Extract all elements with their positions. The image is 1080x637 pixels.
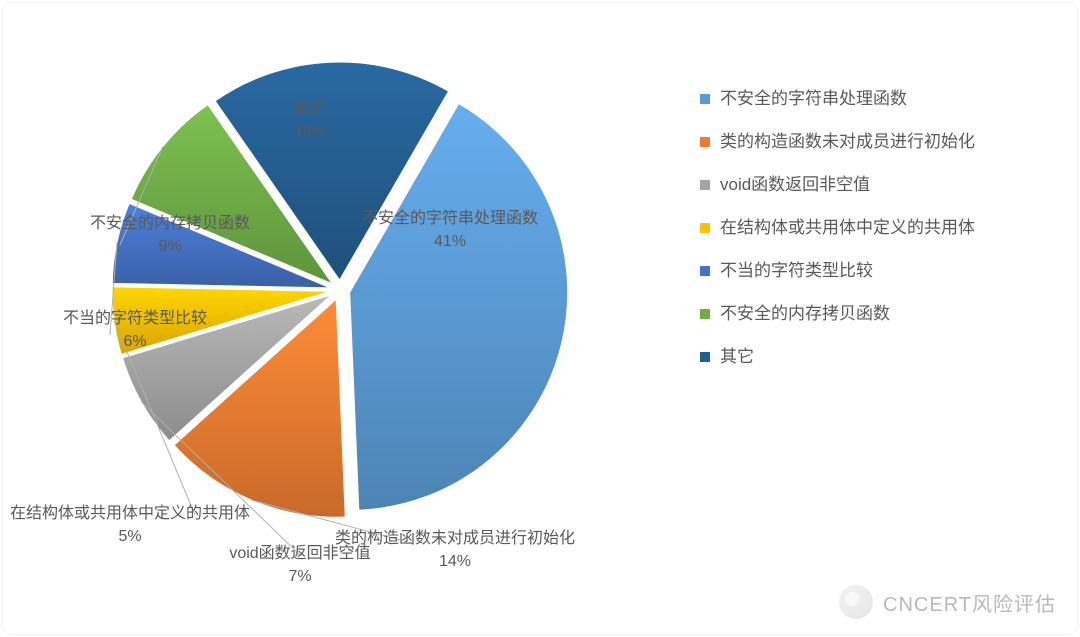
slice-label-text: 其它 [294,100,326,117]
legend-item: 类的构造函数未对成员进行初始化 [700,133,975,150]
watermark-icon [839,585,873,619]
slice-percent-text: 5% [118,528,141,545]
slice-label-outside: 不当的字符类型比较 6% [5,307,265,353]
slice-label-inside: 不安全的字符串处理函数 41% [330,207,570,253]
slice-label-text: 在结构体或共用体中定义的共用体 [10,505,250,522]
watermark: CNCERT风险评估 [839,585,1056,619]
legend-item: void函数返回非空值 [700,176,975,193]
slice-percent-text: 41% [434,233,466,250]
legend-label: void函数返回非空值 [720,176,870,193]
legend-swatch [700,223,710,233]
slice-label-outside: 不安全的内存拷贝函数 9% [40,212,300,258]
legend-swatch [700,180,710,190]
slice-percent-text: 14% [439,553,471,570]
slice-label-text: 不安全的字符串处理函数 [362,210,538,227]
pie-chart-container: 不安全的字符串处理函数类的构造函数未对成员进行初始化void函数返回非空值在结构… [0,0,1080,637]
slice-percent-text: 7% [288,568,311,585]
slice-label-text: 不安全的内存拷贝函数 [90,215,250,232]
slice-label-inside: 其它 18% [190,97,430,143]
slice-percent-text: 18% [294,123,326,140]
legend-label: 其它 [720,348,754,365]
legend: 不安全的字符串处理函数类的构造函数未对成员进行初始化 void函数返回非空值在结构… [700,90,975,391]
legend-label: 不安全的内存拷贝函数 [720,305,890,322]
watermark-text: CNCERT风险评估 [883,588,1056,617]
legend-item: 其它 [700,348,975,365]
legend-label: 在结构体或共用体中定义的共用体 [720,219,975,236]
legend-swatch [700,137,710,147]
slice-percent-text: 6% [123,333,146,350]
legend-item: 不当的字符类型比较 [700,262,975,279]
slice-label-outside: 在结构体或共用体中定义的共用体 5% [0,502,260,548]
legend-swatch [700,94,710,104]
slice-label-text: 不当的字符类型比较 [63,310,207,327]
legend-swatch [700,266,710,276]
legend-item: 在结构体或共用体中定义的共用体 [700,219,975,236]
legend-swatch [700,352,710,362]
legend-label: 类的构造函数未对成员进行初始化 [720,133,975,150]
legend-item: 不安全的内存拷贝函数 [700,305,975,322]
legend-label: 不安全的字符串处理函数 [720,90,907,107]
legend-swatch [700,309,710,319]
slice-label-outside: void函数返回非空值7% [170,542,430,588]
slice-percent-text: 9% [158,238,181,255]
legend-item: 不安全的字符串处理函数 [700,90,975,107]
legend-label: 不当的字符类型比较 [720,262,873,279]
